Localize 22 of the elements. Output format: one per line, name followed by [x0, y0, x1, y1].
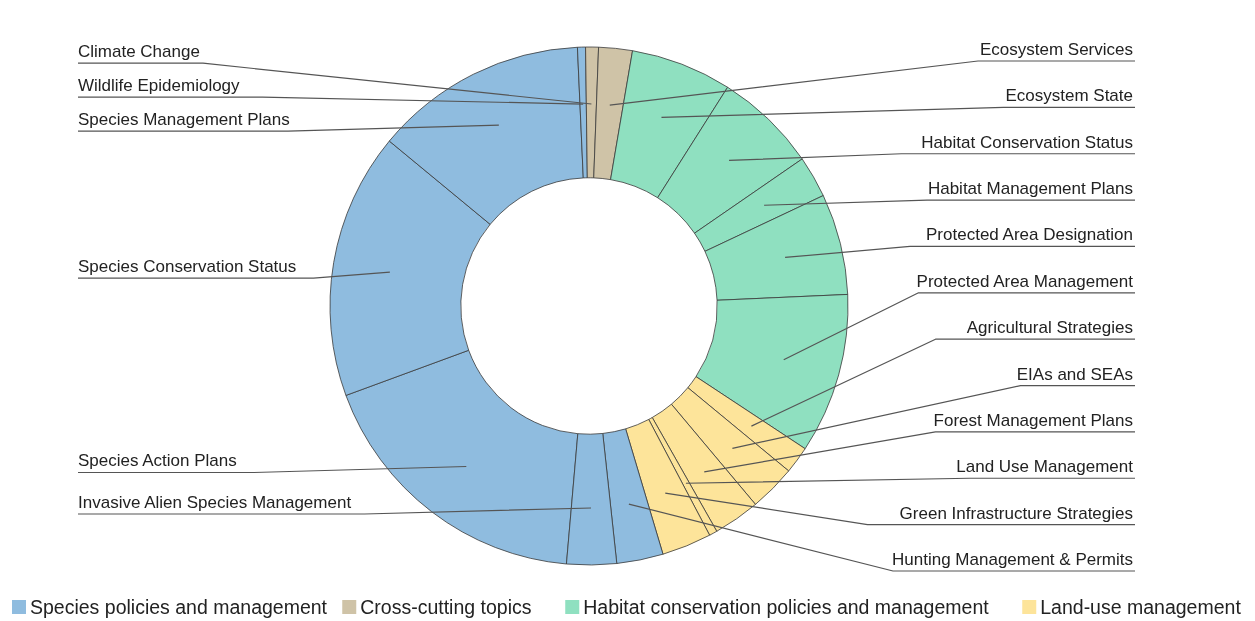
slice-label: Climate Change [78, 42, 200, 62]
slice-label: Species Conservation Status [78, 257, 297, 277]
slice-label: Ecosystem State [1005, 86, 1133, 106]
slice-label: Species Management Plans [78, 110, 290, 130]
slice-label: Habitat Management Plans [927, 179, 1133, 199]
text: Habitat conservation policies and management [583, 596, 990, 618]
slice-label: Ecosystem Services [979, 40, 1133, 59]
slice-label: EIAs and SEAs [1016, 364, 1133, 384]
slice-label: Green Infrastructure Strategies [899, 503, 1133, 523]
slice-label: Invasive Alien Species Management [78, 493, 352, 513]
slice-label: Land Use Management [956, 457, 1134, 477]
slice-label: Wildlife Epidemiology [78, 76, 241, 96]
slice-label: Protected Area Designation [926, 225, 1133, 245]
slice-label: Agricultural Strategies [966, 318, 1133, 338]
text: Species policies and management [30, 596, 328, 618]
slice-label: Forest Management Plans [933, 410, 1133, 430]
text: Cross-cutting topics [360, 596, 532, 618]
slice-label: Habitat Conservation Status [921, 132, 1133, 152]
slice-label: Protected Area Management [916, 271, 1134, 291]
text: Land-use management [1040, 596, 1242, 618]
slice-label: Hunting Management & Permits [892, 550, 1133, 569]
slice-label: Species Action Plans [78, 451, 237, 471]
